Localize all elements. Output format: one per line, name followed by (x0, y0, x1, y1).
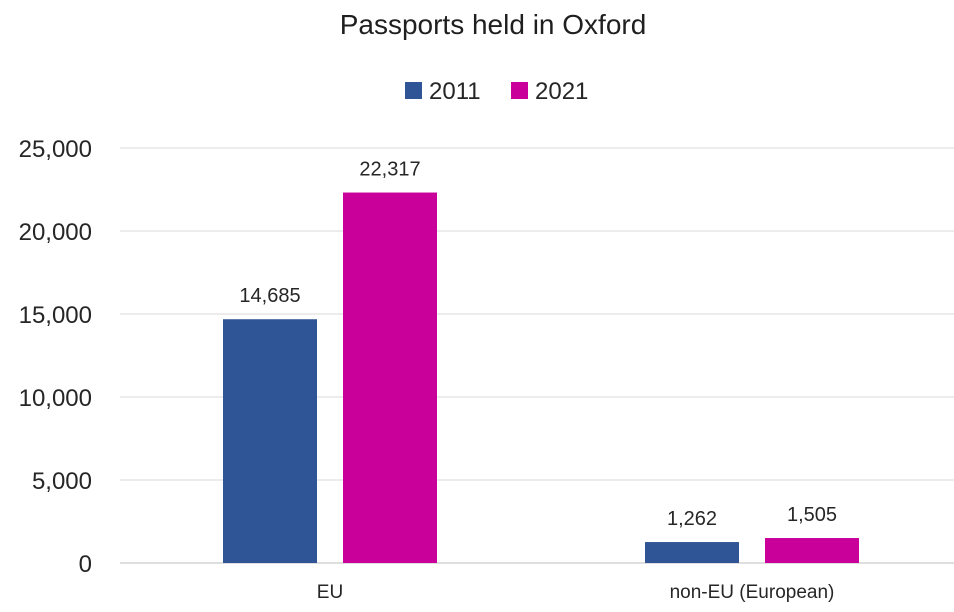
data-label: 1,505 (787, 504, 837, 526)
x-tick-label: EU (317, 582, 343, 603)
bars (223, 192, 859, 564)
data-label: 14,685 (239, 285, 300, 307)
chart-title: Passports held in Oxford (340, 9, 647, 40)
x-axis: EU non-EU (European) (317, 582, 835, 603)
bar-2011-EU (223, 319, 317, 563)
legend-label: 2021 (535, 78, 588, 105)
data-labels: 14,685 1,262 22,317 1,505 (239, 159, 837, 531)
y-tick-label: 10,000 (19, 385, 92, 412)
legend-label: 2011 (429, 78, 481, 105)
y-tick-label: 0 (79, 551, 92, 578)
legend: 2011 2021 (405, 78, 588, 105)
y-tick-label: 15,000 (19, 302, 92, 329)
legend-swatch (405, 82, 422, 99)
legend-swatch (511, 82, 528, 99)
data-label: 1,262 (667, 508, 717, 530)
x-tick-label: non-EU (European) (670, 582, 835, 603)
bar-2021-non-EU (European) (765, 538, 859, 563)
y-tick-label: 5,000 (32, 468, 92, 495)
y-axis: 0 5,000 10,000 15,000 20,000 25,000 (19, 136, 92, 578)
y-tick-label: 25,000 (19, 136, 92, 163)
bar-2021-EU (343, 192, 437, 564)
data-label: 22,317 (359, 159, 420, 181)
bar-2011-non-EU (European) (645, 542, 739, 563)
y-tick-label: 20,000 (19, 219, 92, 246)
